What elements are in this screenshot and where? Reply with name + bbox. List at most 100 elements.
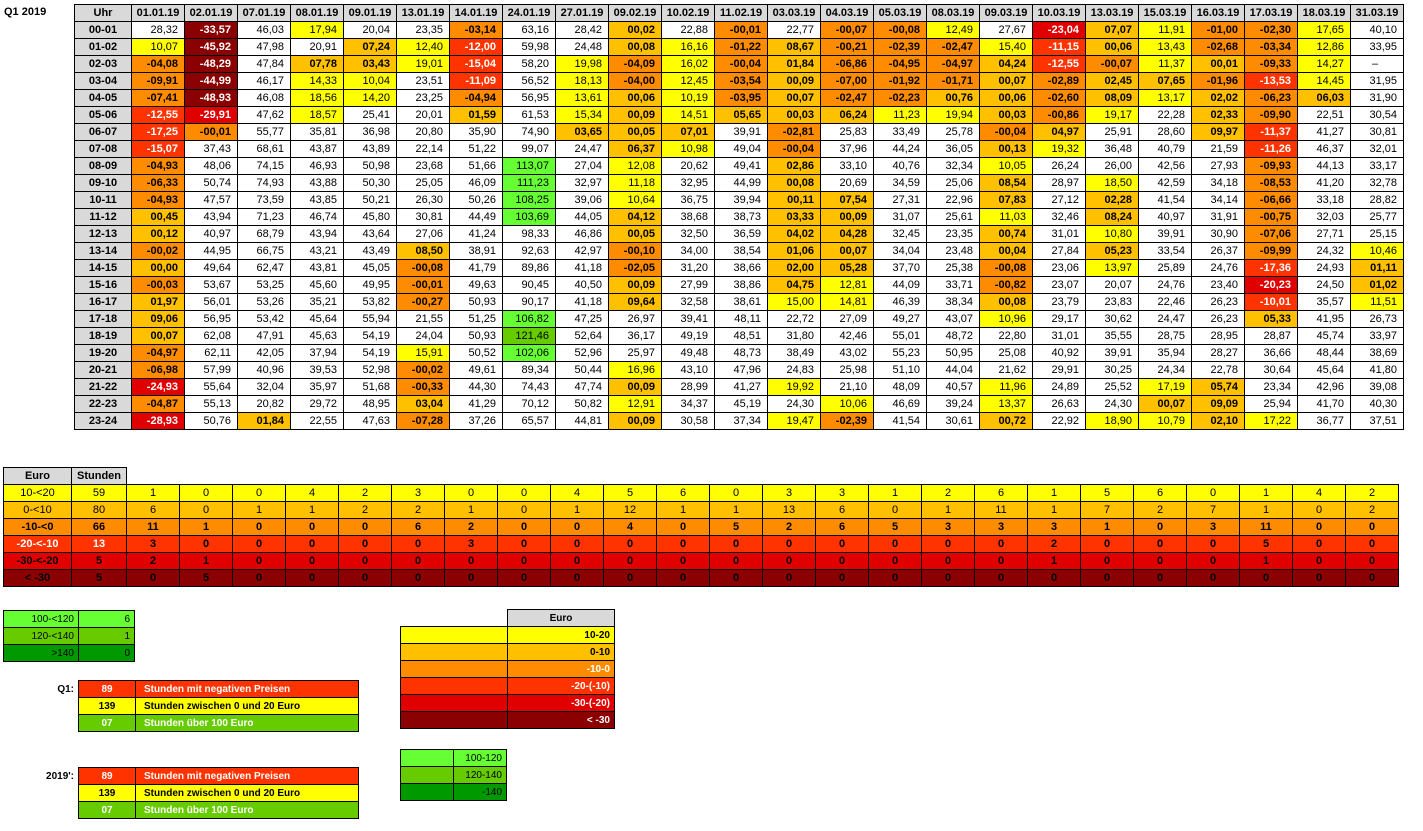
- price-cell: 32,95: [661, 174, 715, 192]
- price-cell: 07,83: [979, 191, 1033, 209]
- price-cell: 08,09: [1085, 89, 1139, 107]
- price-cell: 00,09: [608, 276, 662, 294]
- date-header: 11.02.19: [714, 4, 768, 22]
- price-cell: 00,07: [767, 89, 821, 107]
- price-cell: -02,89: [1032, 72, 1086, 90]
- price-cell: 36,05: [926, 140, 980, 158]
- summary-year: 2019': 89 Stunden mit negativen Preisen 139…: [30, 767, 359, 819]
- price-cell: 34,00: [661, 242, 715, 260]
- price-cell: 01,02: [1350, 276, 1404, 294]
- price-cell: 22,28: [1138, 106, 1192, 124]
- price-cell: 00,09: [608, 106, 662, 124]
- price-cell: 38,54: [714, 242, 768, 260]
- price-cell: 39,24: [926, 395, 980, 413]
- price-cell: 45,74: [1297, 327, 1351, 345]
- price-cell: 55,23: [873, 344, 927, 362]
- price-cell: 27,67: [979, 21, 1033, 39]
- price-cell: 31,01: [1032, 225, 1086, 243]
- high-range-label: 100-<120: [3, 610, 79, 628]
- price-cell: 36,77: [1297, 412, 1351, 430]
- hour-row: 07-08 -15,07 37,43 68,61 43,87 43,89 22,14 51,2…: [74, 140, 1404, 158]
- price-cell: -48,93: [184, 89, 238, 107]
- price-cell: 45,05: [343, 259, 397, 277]
- price-cell: 50,74: [184, 174, 238, 192]
- price-cell: -24,93: [131, 378, 185, 396]
- price-cell: 108,25: [502, 191, 556, 209]
- price-cell: 46,03: [237, 21, 291, 39]
- price-cell: -17,25: [131, 123, 185, 141]
- price-cell: -04,08: [131, 55, 185, 73]
- price-cell: 38,34: [926, 293, 980, 311]
- count-cell: 1: [709, 501, 763, 519]
- count-cell: 0: [1239, 569, 1293, 587]
- price-cell: 48,06: [184, 157, 238, 175]
- hour-cell: 09-10: [74, 174, 132, 192]
- count-cell: 3: [391, 484, 445, 502]
- price-cell: 30,81: [1350, 123, 1404, 141]
- date-header: 17.03.19: [1244, 4, 1298, 22]
- price-cell: 40,76: [873, 157, 927, 175]
- count-cell: 5: [868, 518, 922, 536]
- count-cell: 0: [974, 535, 1028, 553]
- price-cell: 08,67: [767, 38, 821, 56]
- price-cell: 24,76: [1191, 259, 1245, 277]
- price-cell: 26,23: [1191, 310, 1245, 328]
- summary-label: [30, 715, 79, 732]
- count-cell: 0: [497, 484, 551, 502]
- price-cell: -11,09: [449, 72, 503, 90]
- price-cell: -02,23: [873, 89, 927, 107]
- price-cell: 25,15: [1350, 225, 1404, 243]
- count-cell: 0: [179, 484, 233, 502]
- price-cell: 33,10: [820, 157, 874, 175]
- count-cell: 11: [1239, 518, 1293, 536]
- price-cell: 25,38: [926, 259, 980, 277]
- price-cell: 46,69: [873, 395, 927, 413]
- price-cell: 45,80: [343, 208, 397, 226]
- price-cell: 00,03: [979, 106, 1033, 124]
- price-cell: -29,91: [184, 106, 238, 124]
- count-row: < -30 5 0 5 0 0 0 0 0 0 0 0 0 0 0 0 0 0 0 0 0 0 0 0 0 0: [3, 569, 1399, 587]
- price-cell: 19,01: [396, 55, 450, 73]
- count-cell: 4: [1292, 484, 1346, 502]
- count-cell: 0: [974, 552, 1028, 570]
- legend-high-label: 100-120: [453, 749, 507, 767]
- price-cell: 10,46: [1350, 242, 1404, 260]
- date-header: 18.03.19: [1297, 4, 1351, 22]
- price-cell: 40,10: [1350, 21, 1404, 39]
- price-cell: 29,17: [1032, 310, 1086, 328]
- price-cell: 48,72: [926, 327, 980, 345]
- summary-value: 07: [78, 714, 136, 732]
- hour-cell: 21-22: [74, 378, 132, 396]
- price-cell: 43,94: [184, 208, 238, 226]
- price-cell: -02,68: [1191, 38, 1245, 56]
- price-cell: 23,83: [1085, 293, 1139, 311]
- price-cell: 08,24: [1085, 208, 1139, 226]
- price-cell: 31,95: [1350, 72, 1404, 90]
- price-cell: 00,07: [979, 72, 1033, 90]
- price-cell: 39,91: [1138, 225, 1192, 243]
- price-cell: -12,55: [1032, 55, 1086, 73]
- price-cell: 33,18: [1297, 191, 1351, 209]
- price-cell: 27,84: [1032, 242, 1086, 260]
- price-cell: 50,44: [555, 361, 609, 379]
- price-cell: 25,05: [396, 174, 450, 192]
- price-cell: 24,83: [767, 361, 821, 379]
- count-cell: 0: [868, 552, 922, 570]
- price-cell: 98,33: [502, 225, 556, 243]
- count-cell: 0: [1292, 518, 1346, 536]
- price-cell: 23,07: [1032, 276, 1086, 294]
- price-cell: 23,51: [396, 72, 450, 90]
- legend-label: 10-20: [507, 626, 615, 644]
- price-cell: 00,05: [608, 225, 662, 243]
- price-cell: 35,21: [290, 293, 344, 311]
- date-header: 02.01.19: [184, 4, 238, 22]
- count-cell: 3: [1027, 518, 1081, 536]
- price-cell: 36,59: [714, 225, 768, 243]
- count-cell: 11: [974, 501, 1028, 519]
- count-cell: 0: [815, 569, 869, 587]
- price-cell: 34,18: [1191, 174, 1245, 192]
- price-cell: 28,60: [1138, 123, 1192, 141]
- price-cell: 59,98: [502, 38, 556, 56]
- price-cell: 24,93: [1297, 259, 1351, 277]
- price-cell: 10,96: [979, 310, 1033, 328]
